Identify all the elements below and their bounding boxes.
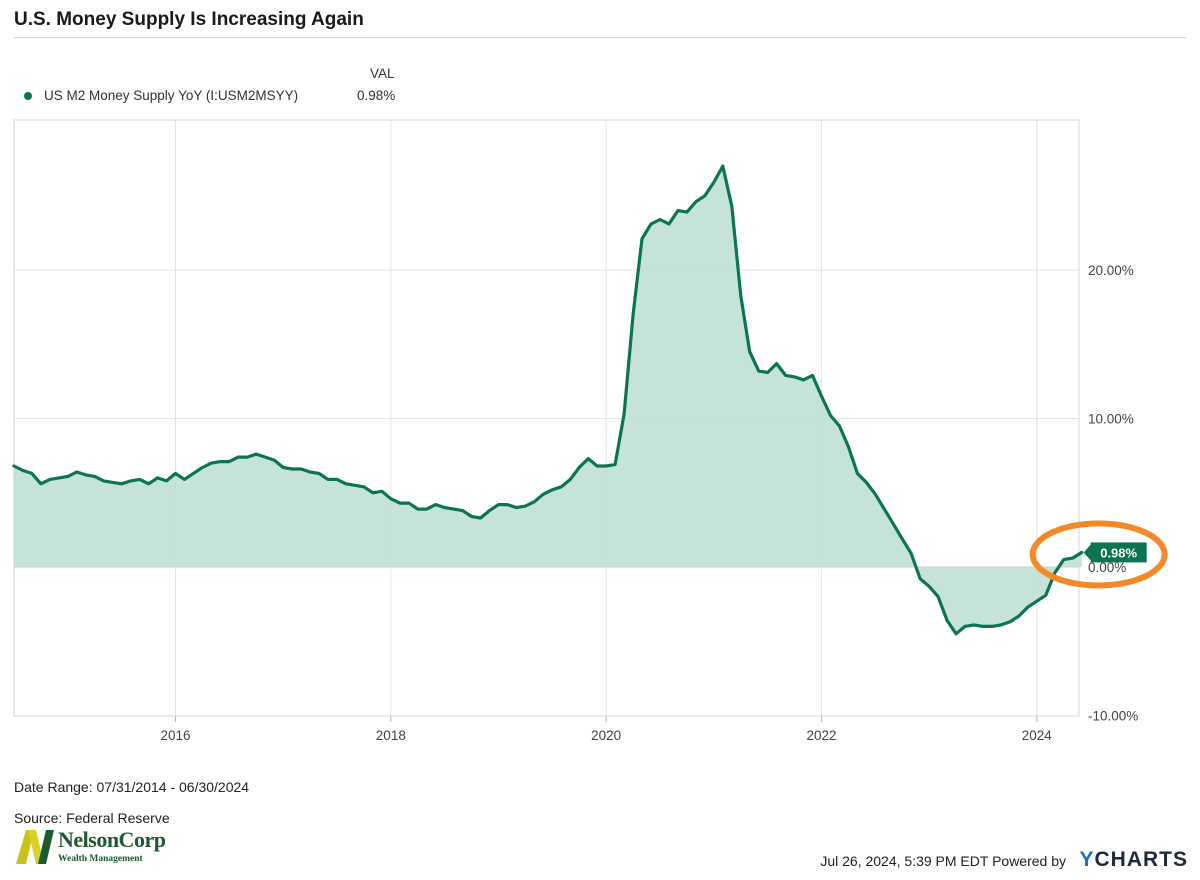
x-tick-label: 2018 — [376, 728, 406, 743]
y-tick-label: 0.00% — [1088, 560, 1126, 575]
last-value-tag — [1090, 542, 1147, 563]
legend-value-header: VAL — [370, 66, 395, 81]
ycharts-logo-y: Y — [1079, 848, 1095, 871]
y-tick-label: 20.00% — [1088, 263, 1134, 278]
date-range: Date Range: 07/31/2014 - 06/30/2024 — [14, 779, 250, 795]
nelsoncorp-logo: NelsonCorp Wealth Management — [14, 826, 174, 870]
x-tick-label: 2024 — [1022, 728, 1053, 743]
series-area — [14, 166, 1082, 634]
legend-series-value: 0.98% — [357, 88, 396, 103]
series-line[interactable] — [12, 164, 1084, 636]
legend-series-name: US M2 Money Supply YoY (I:USM2MSYY) — [44, 88, 299, 103]
chart-title: U.S. Money Supply Is Increasing Again — [14, 9, 364, 30]
legend-dot-icon — [24, 91, 32, 100]
legend-entry[interactable]: US M2 Money Supply YoY (I:USM2MSYY) — [24, 88, 298, 103]
x-tick-label: 2022 — [806, 728, 836, 743]
title-divider — [14, 37, 1186, 38]
timestamp-powered-by: Jul 26, 2024, 5:39 PM EDT Powered by — [820, 853, 1066, 869]
last-value-tag-pointer — [1083, 543, 1092, 562]
ycharts-logo[interactable]: YCHARTS — [1079, 848, 1188, 872]
y-tick-label: -10.00% — [1088, 709, 1138, 724]
logo-name: NelsonCorp — [58, 827, 166, 852]
highlight-ellipse — [1029, 520, 1168, 589]
source-note: Source: Federal Reserve — [14, 810, 170, 826]
nelsoncorp-mark-icon — [16, 830, 54, 864]
x-tick-label: 2016 — [160, 728, 190, 743]
logo-subtitle: Wealth Management — [58, 854, 143, 864]
last-value-label: 0.98% — [1100, 545, 1137, 560]
y-tick-label: 10.00% — [1088, 412, 1134, 427]
ycharts-logo-rest: CHARTS — [1094, 848, 1188, 871]
x-tick-label: 2020 — [591, 728, 621, 743]
